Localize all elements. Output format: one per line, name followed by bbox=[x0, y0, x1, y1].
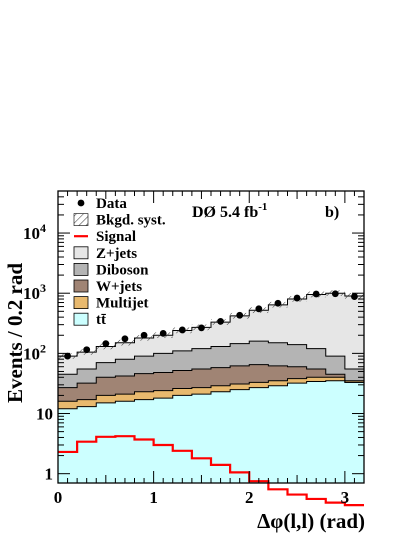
legend-item-ttbar: tt̄ bbox=[73, 312, 107, 328]
stack-outline-tt bbox=[58, 380, 364, 410]
legend-marker-zjets bbox=[73, 246, 89, 260]
legend-label-multijet: Multijet bbox=[96, 296, 148, 312]
legend-label-signal: Signal bbox=[96, 229, 136, 245]
x-tick-label: 1 bbox=[149, 488, 158, 507]
y-tick-label: 104 bbox=[23, 221, 46, 243]
data-point bbox=[159, 329, 167, 337]
legend-item-diboson: Diboson bbox=[73, 262, 149, 278]
legend-marker-multijet bbox=[73, 296, 89, 310]
data-point bbox=[293, 294, 301, 302]
experiment-label: DØ 5.4 fb-1 bbox=[192, 201, 267, 221]
syst-band-bin bbox=[115, 339, 135, 346]
y-tick-label: 102 bbox=[23, 341, 46, 363]
stack-outline-multijet bbox=[58, 376, 364, 402]
x-axis-label: Δφ(l,l) (rad) bbox=[257, 509, 365, 533]
legend-marker-syst bbox=[73, 213, 89, 226]
legend-marker-diboson bbox=[73, 262, 89, 276]
data-point bbox=[255, 305, 263, 313]
legend-marker-data bbox=[77, 199, 85, 207]
data-point bbox=[236, 311, 244, 319]
y-tick-label: 1 bbox=[45, 465, 54, 484]
stack-outline-diboson bbox=[58, 340, 364, 375]
legend-item-wjets: W+jets bbox=[73, 279, 142, 295]
x-tick-label: 0 bbox=[54, 488, 63, 507]
data-point bbox=[312, 290, 320, 298]
stack-outline-wjets bbox=[58, 364, 364, 389]
y-tick-label: 103 bbox=[23, 281, 46, 303]
data-point bbox=[331, 290, 339, 298]
legend-item-multijet: Multijet bbox=[73, 296, 148, 312]
legend-item-data: Data bbox=[77, 196, 127, 212]
legend-label-ttbar: tt̄ bbox=[96, 312, 107, 328]
data-point bbox=[83, 346, 91, 354]
data-point bbox=[121, 335, 129, 343]
legend-marker-ttbar bbox=[73, 312, 89, 326]
legend-label-diboson: Diboson bbox=[96, 262, 149, 278]
legend-marker-wjets bbox=[73, 279, 89, 293]
legend-label-zjets: Z+jets bbox=[96, 246, 137, 262]
data-point bbox=[351, 293, 358, 300]
y-tick-label: 10 bbox=[36, 405, 53, 424]
x-tick-label: 3 bbox=[341, 488, 350, 507]
legend-item-zjets: Z+jets bbox=[73, 246, 137, 262]
y-axis-label: Events / 0.2 rad bbox=[3, 263, 27, 403]
x-tick-label: 2 bbox=[245, 488, 254, 507]
panel-label: b) bbox=[325, 204, 339, 221]
legend-item-syst: Bkgd. syst. bbox=[73, 213, 166, 229]
legend-item-signal: Signal bbox=[74, 229, 136, 245]
data-point bbox=[102, 340, 110, 348]
data-point bbox=[198, 324, 205, 332]
legend-label-wjets: W+jets bbox=[96, 279, 142, 295]
data-point bbox=[217, 317, 224, 325]
legend-label-syst: Bkgd. syst. bbox=[96, 213, 166, 229]
data-point bbox=[140, 331, 148, 339]
signal-line bbox=[58, 435, 364, 507]
stack-fill-tt bbox=[58, 380, 364, 483]
legend-label-data: Data bbox=[96, 196, 127, 212]
data-point bbox=[274, 299, 282, 307]
data-point bbox=[64, 352, 71, 360]
data-point bbox=[178, 326, 186, 334]
